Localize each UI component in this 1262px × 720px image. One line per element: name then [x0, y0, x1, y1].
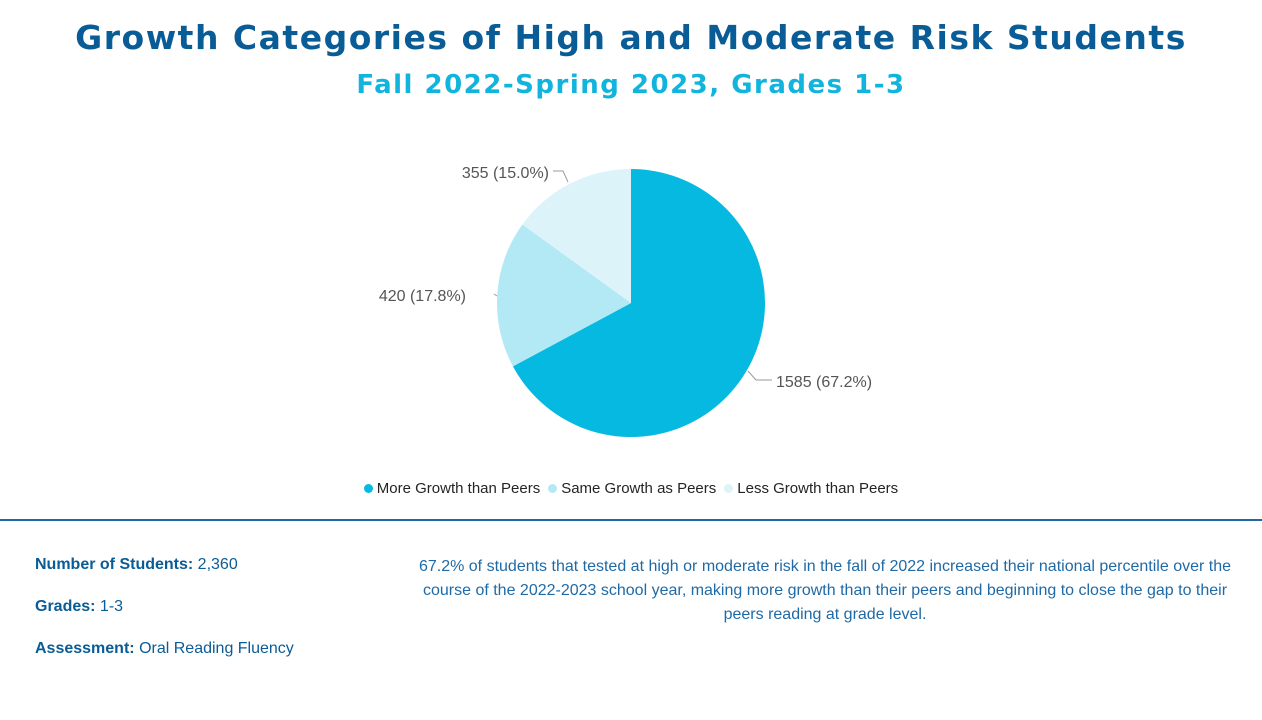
chart-legend: More Growth than Peers Same Growth as Pe…: [0, 480, 1262, 497]
legend-item-same-growth[interactable]: Same Growth as Peers: [548, 480, 716, 497]
leader-line: [493, 293, 498, 297]
leader-line: [747, 370, 772, 381]
stat-label: Grades:: [35, 598, 96, 615]
stat-value: 2,360: [197, 556, 238, 573]
pie-chart: 1585 (67.2%) 420 (17.8%) 355 (15.0%): [379, 165, 872, 437]
stat-value: 1-3: [99, 598, 124, 615]
stat-value: Oral Reading Fluency: [139, 640, 294, 657]
legend-label: Less Growth than Peers: [737, 480, 899, 497]
legend-marker: [724, 484, 734, 493]
stat-assessment: Assessment: Oral Reading Fluency: [35, 640, 294, 682]
legend-item-less-growth[interactable]: Less Growth than Peers: [724, 480, 898, 497]
legend-marker: [363, 484, 373, 493]
pie-slice-less-growth-than-peers[interactable]: [522, 169, 631, 303]
section-divider: [0, 519, 1262, 521]
legend-item-more-growth[interactable]: More Growth than Peers: [363, 480, 541, 497]
page-title: Growth Categories of High and Moderate R…: [75, 18, 1187, 57]
stat-label: Number of Students:: [35, 556, 194, 573]
legend-marker: [548, 484, 558, 493]
leader-line: [553, 170, 569, 183]
legend-label: More Growth than Peers: [376, 480, 541, 497]
data-label: 355 (15.0%): [462, 165, 549, 182]
data-label: 420 (17.8%): [379, 288, 466, 305]
stat-number-of-students: Number of Students: 2,360: [35, 556, 294, 598]
stat-grades: Grades: 1-3: [35, 598, 294, 640]
legend-label: Same Growth as Peers: [561, 480, 717, 497]
summary-text: 67.2% of students that tested at high or…: [418, 558, 1232, 623]
pie-slice-more-growth-than-peers[interactable]: [512, 169, 766, 437]
pie-slice-same-growth-as-peers[interactable]: [497, 224, 631, 367]
data-label: 1585 (67.2%): [776, 374, 872, 391]
stats-panel: Number of Students: 2,360 Grades: 1-3 As…: [35, 556, 294, 682]
page-subtitle: Fall 2022-Spring 2023, Grades 1-3: [356, 70, 906, 100]
stat-label: Assessment:: [35, 640, 135, 657]
